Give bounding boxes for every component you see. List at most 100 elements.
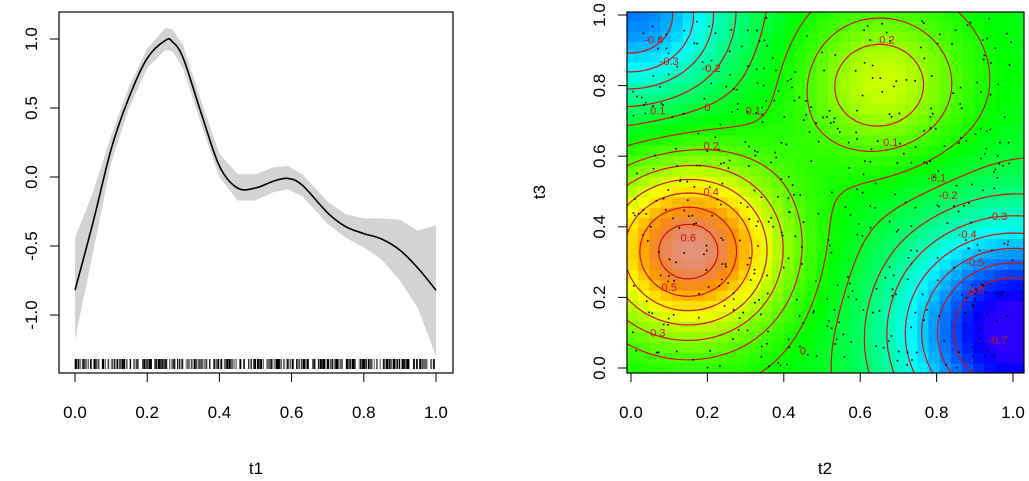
heatmap-cell	[627, 269, 639, 281]
heatmap-cell	[883, 145, 896, 157]
heatmap-cell	[716, 362, 729, 373]
heatmap-cell	[783, 113, 796, 125]
heatmap-cell	[839, 31, 851, 43]
heatmap-cell	[995, 12, 1008, 22]
heatmap-cell	[783, 290, 796, 302]
heatmap-cell	[772, 145, 784, 157]
heatmap-cell	[973, 341, 985, 353]
heatmap-cell	[939, 300, 952, 312]
heatmap-cell	[951, 0, 963, 11]
heatmap-cell	[816, 269, 829, 281]
heatmap-cell	[850, 341, 863, 353]
heatmap-cell	[727, 269, 740, 281]
heatmap-cell	[649, 93, 662, 105]
heatmap-cell	[794, 134, 807, 146]
heatmap-cell	[805, 279, 818, 291]
heatmap-cell	[682, 12, 695, 22]
heatmap-cell	[638, 290, 650, 302]
heatmap-cell	[839, 321, 851, 333]
heatmap-cell	[716, 310, 729, 322]
heatmap-cell	[950, 217, 963, 229]
heatmap-cell	[1017, 186, 1024, 198]
heatmap-cell	[705, 51, 717, 63]
heatmap-cell	[783, 51, 796, 63]
heatmap-cell	[1006, 20, 1019, 32]
heatmap-cell	[850, 217, 863, 229]
heatmap-cell	[928, 186, 941, 198]
heatmap-cell	[794, 51, 807, 63]
heatmap-cell	[850, 51, 863, 63]
heatmap-cell	[962, 20, 974, 32]
right-x-tick-label: 0.2	[696, 403, 720, 422]
heatmap-cell	[850, 155, 863, 167]
heatmap-cell	[749, 196, 762, 208]
heatmap-cell	[1006, 155, 1019, 167]
heatmap-cell	[705, 72, 717, 84]
heatmap-cell	[973, 290, 985, 302]
heatmap-cell	[950, 72, 963, 84]
heatmap-cell	[671, 248, 684, 260]
heatmap-cell	[649, 176, 662, 188]
heatmap-cell	[794, 207, 807, 219]
heatmap-cell	[861, 134, 874, 146]
heatmap-cell	[839, 310, 851, 322]
heatmap-cell	[783, 165, 796, 177]
heatmap-cell	[682, 186, 695, 198]
heatmap-cell	[638, 269, 650, 281]
heatmap-cell	[861, 186, 874, 198]
contour-label: 0.3	[650, 328, 665, 340]
heatmap-cell	[761, 31, 773, 43]
heatmap-cell	[649, 72, 662, 84]
heatmap-cell	[828, 134, 840, 146]
heatmap-cell	[816, 145, 829, 157]
heatmap-cell	[973, 269, 985, 281]
heatmap-cell	[906, 155, 918, 167]
heatmap-cell	[772, 134, 784, 146]
heatmap-cell	[816, 259, 829, 270]
heatmap-cell	[671, 145, 684, 157]
heatmap-cell	[794, 362, 807, 373]
heatmap-cell	[984, 103, 997, 115]
heatmap-cell	[1017, 259, 1024, 270]
heatmap-cell	[883, 238, 896, 250]
heatmap-cell	[861, 103, 874, 115]
heatmap-cell	[1006, 186, 1019, 198]
heatmap-cell	[705, 0, 717, 11]
heatmap-cell	[805, 227, 818, 239]
heatmap-cell	[727, 217, 740, 229]
heatmap-cell	[973, 310, 985, 322]
heatmap-cell	[928, 124, 941, 136]
heatmap-cell	[962, 31, 974, 43]
heatmap-cell	[716, 186, 729, 198]
heatmap-cell	[917, 51, 930, 63]
heatmap-cell	[783, 196, 796, 208]
heatmap-cell	[984, 279, 997, 291]
heatmap-cell	[906, 310, 918, 322]
heatmap-cell	[1006, 176, 1019, 188]
contour-label: 0.2	[879, 35, 894, 47]
heatmap-cell	[984, 155, 997, 167]
heatmap-cell	[906, 165, 918, 177]
heatmap-cell	[984, 165, 997, 177]
left-y-tick-label: -1.0	[22, 300, 41, 329]
heatmap-cell	[749, 20, 762, 32]
heatmap-cell	[761, 103, 773, 115]
contour-label: -0.4	[644, 35, 663, 47]
heatmap-cell	[627, 331, 639, 343]
heatmap-cell	[906, 207, 918, 219]
heatmap-cell	[861, 12, 874, 22]
heatmap-cell	[984, 196, 997, 208]
heatmap-cell	[649, 31, 662, 43]
heatmap-cell	[772, 82, 784, 94]
heatmap-cell	[761, 0, 773, 11]
heatmap-cell	[816, 227, 829, 239]
heatmap-cell	[839, 196, 851, 208]
heatmap-cell	[883, 113, 896, 125]
heatmap-cell	[861, 352, 874, 364]
heatmap-cell	[705, 62, 717, 74]
heatmap-cell	[783, 103, 796, 115]
heatmap-cell	[694, 352, 706, 364]
heatmap-cell	[716, 124, 729, 136]
heatmap-cell	[839, 227, 851, 239]
heatmap-cell	[705, 103, 717, 115]
